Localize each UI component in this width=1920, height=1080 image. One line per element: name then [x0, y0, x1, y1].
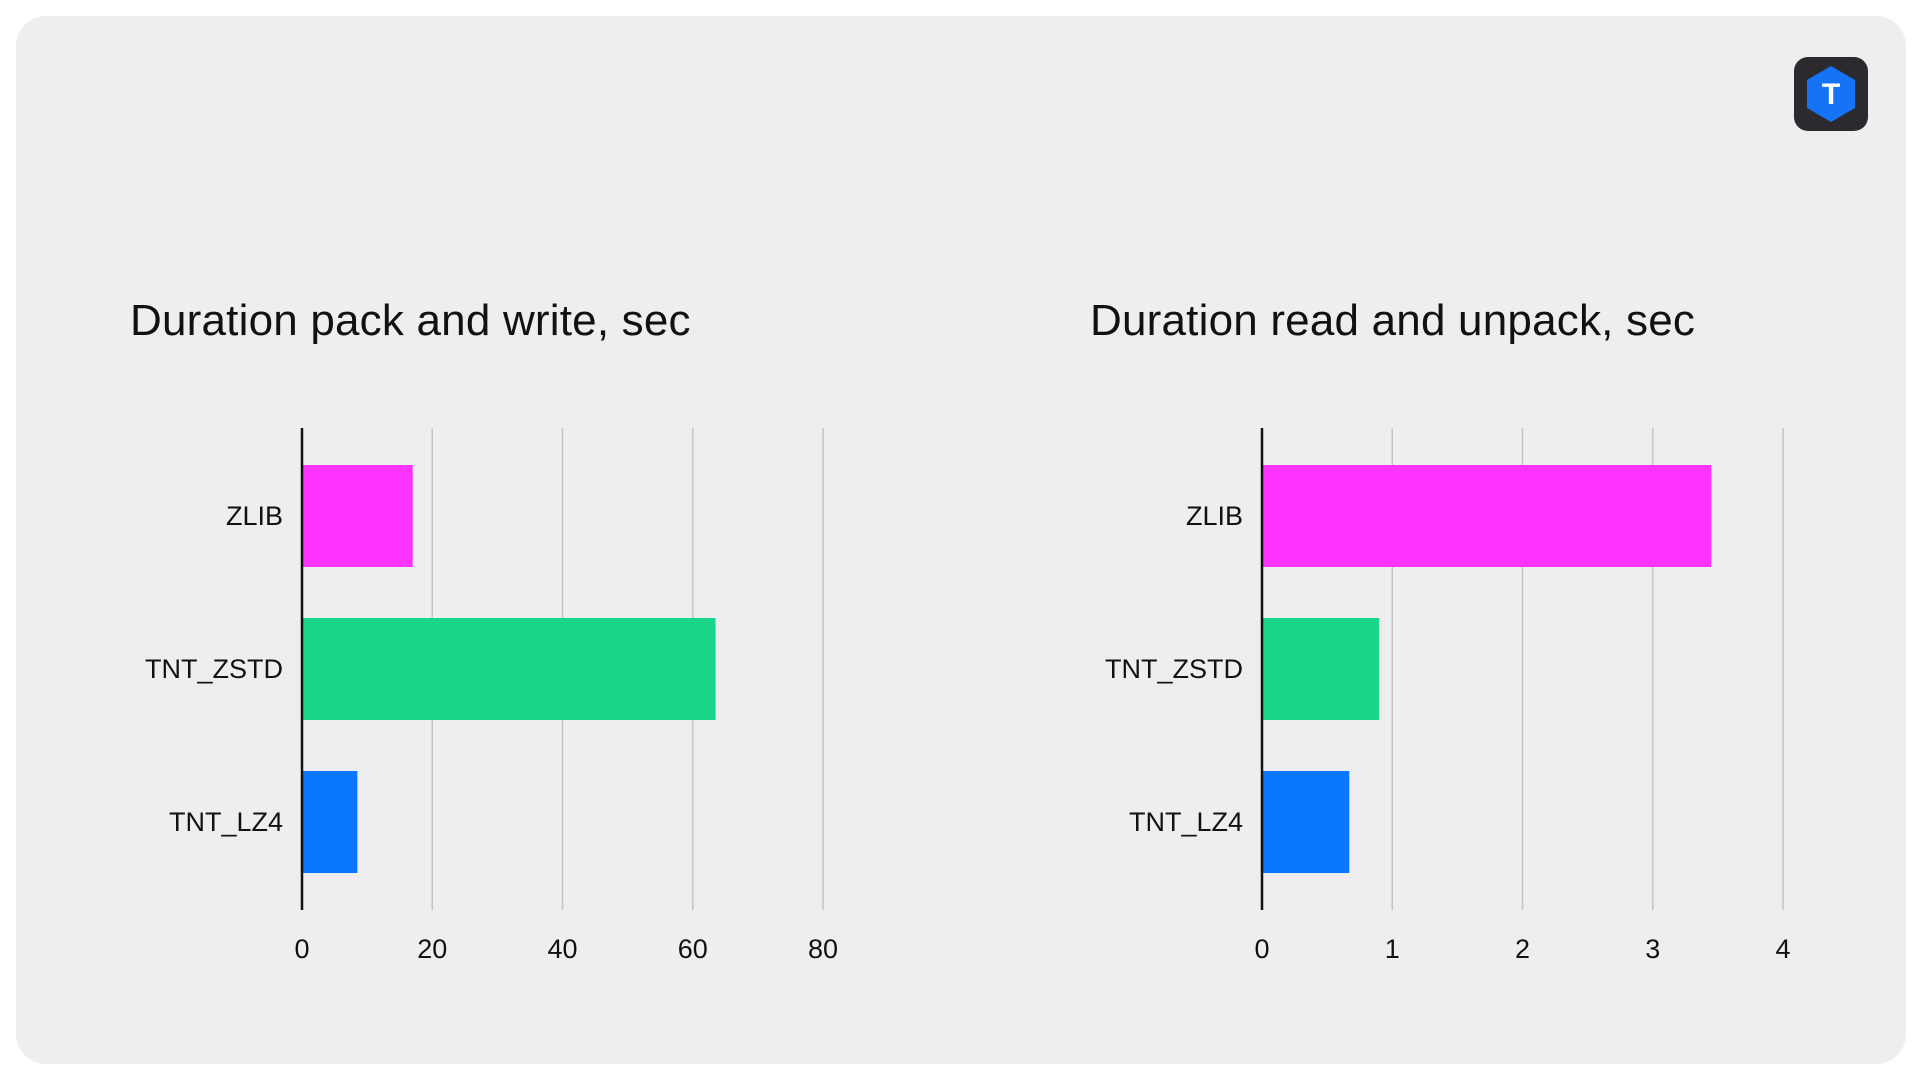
category-label: TNT_LZ4: [169, 807, 283, 837]
bar-zlib: [1262, 465, 1712, 567]
chart-title-pack-write: Duration pack and write, sec: [130, 296, 691, 345]
x-tick-label: 2: [1515, 934, 1530, 964]
bar-tnt-lz4: [1262, 771, 1350, 873]
x-tick-label: 4: [1775, 934, 1790, 964]
chart-title-read-unpack: Duration read and unpack, sec: [1090, 296, 1696, 345]
x-tick-label: 60: [678, 934, 708, 964]
x-tick-label: 0: [1254, 934, 1269, 964]
category-label: TNT_LZ4: [1129, 807, 1243, 837]
bar-zlib: [302, 465, 413, 567]
tarantool-logo-icon: T: [1794, 57, 1868, 131]
category-label: ZLIB: [226, 501, 283, 531]
bar-tnt-zstd: [1262, 618, 1380, 720]
x-tick-label: 40: [547, 934, 577, 964]
x-tick-label: 20: [417, 934, 447, 964]
logo-letter: T: [1822, 78, 1840, 111]
category-label: TNT_ZSTD: [145, 654, 283, 684]
x-tick-label: 1: [1385, 934, 1400, 964]
x-tick-label: 0: [294, 934, 309, 964]
bar-tnt-zstd: [302, 618, 716, 720]
x-tick-label: 80: [808, 934, 838, 964]
category-label: TNT_ZSTD: [1105, 654, 1243, 684]
category-label: ZLIB: [1186, 501, 1243, 531]
x-tick-label: 3: [1645, 934, 1660, 964]
bar-tnt-lz4: [302, 771, 358, 873]
